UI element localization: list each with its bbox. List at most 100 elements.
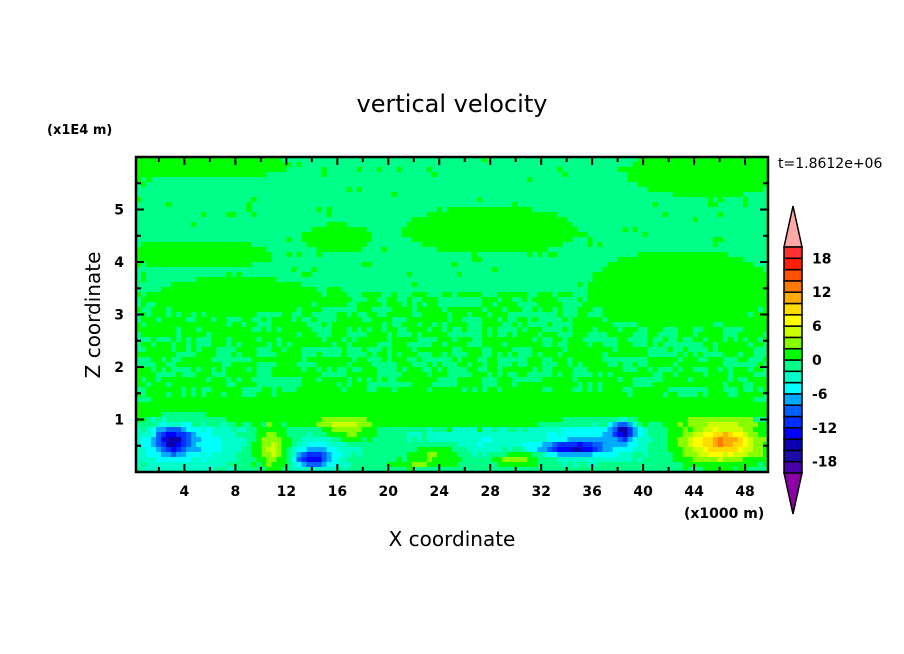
field-cell xyxy=(441,252,448,258)
field-cell xyxy=(176,347,182,353)
field-cell xyxy=(687,172,694,178)
field-cell xyxy=(667,157,674,163)
field-cell xyxy=(301,182,308,188)
field-cell xyxy=(542,232,548,238)
field-cell xyxy=(587,252,594,258)
field-cell xyxy=(467,312,473,318)
field-cell xyxy=(176,242,182,248)
field-cell xyxy=(497,227,503,233)
field-cell xyxy=(647,332,654,338)
field-cell xyxy=(757,162,764,168)
field-cell xyxy=(657,172,664,178)
field-cell xyxy=(532,202,538,208)
field-cell xyxy=(411,227,418,233)
field-cell xyxy=(341,307,348,313)
field-cell xyxy=(251,347,257,353)
field-cell xyxy=(627,302,634,308)
field-cell xyxy=(602,337,609,343)
field-cell xyxy=(271,277,278,283)
field-cell xyxy=(236,167,242,173)
field-cell xyxy=(487,227,493,233)
field-cell xyxy=(477,287,483,293)
field-cell xyxy=(487,257,493,263)
field-cell xyxy=(441,292,448,298)
field-cell xyxy=(196,167,202,173)
field-cell xyxy=(351,157,358,163)
field-cell xyxy=(176,317,182,323)
field-cell xyxy=(722,272,729,278)
field-cell xyxy=(261,347,268,353)
field-cell xyxy=(597,327,604,333)
field-cell xyxy=(356,167,363,173)
field-cell xyxy=(201,337,207,343)
field-cell xyxy=(612,287,619,293)
field-cell xyxy=(737,187,744,193)
field-cell xyxy=(577,232,584,238)
field-cell xyxy=(587,182,594,188)
field-cell xyxy=(627,212,634,218)
field-cell xyxy=(281,207,288,213)
field-cell xyxy=(326,157,333,163)
field-cell xyxy=(351,332,358,338)
field-cell xyxy=(386,187,393,193)
field-cell xyxy=(201,272,207,278)
field-cell xyxy=(492,157,498,163)
field-cell xyxy=(261,187,268,193)
field-cell xyxy=(717,347,724,353)
field-cell xyxy=(151,247,157,253)
field-cell xyxy=(301,177,308,183)
field-cell xyxy=(396,197,403,203)
field-cell xyxy=(542,272,548,278)
field-cell xyxy=(477,237,483,243)
field-cell xyxy=(241,297,247,303)
field-cell xyxy=(497,317,503,323)
field-cell xyxy=(757,332,764,338)
field-cell xyxy=(457,302,463,308)
field-cell xyxy=(462,277,468,283)
field-cell xyxy=(657,222,664,228)
field-cell xyxy=(662,202,669,208)
field-cell xyxy=(246,312,252,318)
field-cell xyxy=(201,312,207,318)
field-cell xyxy=(271,237,278,243)
field-cell xyxy=(747,337,754,343)
field-cell xyxy=(477,247,483,253)
field-cell xyxy=(281,202,288,208)
field-cell xyxy=(467,217,473,223)
field-cell xyxy=(356,282,363,288)
field-cell xyxy=(311,202,318,208)
field-cell xyxy=(291,272,298,278)
field-cell xyxy=(381,157,388,163)
field-cell xyxy=(241,217,247,223)
field-cell xyxy=(567,232,573,238)
field-cell xyxy=(692,307,699,313)
field-cell xyxy=(311,227,318,233)
field-cell xyxy=(296,227,303,233)
field-cell xyxy=(452,302,458,308)
field-cell xyxy=(612,217,619,223)
field-cell xyxy=(431,337,438,343)
field-cell xyxy=(497,342,503,348)
field-cell xyxy=(341,167,348,173)
field-cell xyxy=(592,317,599,323)
field-cell xyxy=(286,182,293,188)
field-cell xyxy=(361,162,368,168)
field-cell xyxy=(306,217,313,223)
field-cell xyxy=(286,247,293,253)
field-cell xyxy=(662,252,669,258)
field-cell xyxy=(251,207,257,213)
field-cell xyxy=(497,187,503,193)
field-cell xyxy=(316,272,323,278)
field-cell xyxy=(532,212,538,218)
field-cell xyxy=(301,302,308,308)
field-cell xyxy=(537,237,543,243)
field-cell xyxy=(326,297,333,303)
field-cell xyxy=(542,257,548,263)
field-cell xyxy=(241,222,247,228)
field-cell xyxy=(452,207,458,213)
field-cell xyxy=(246,347,252,353)
field-cell xyxy=(311,242,318,248)
field-cell xyxy=(266,172,273,178)
field-cell xyxy=(657,187,664,193)
field-cell xyxy=(547,242,553,248)
